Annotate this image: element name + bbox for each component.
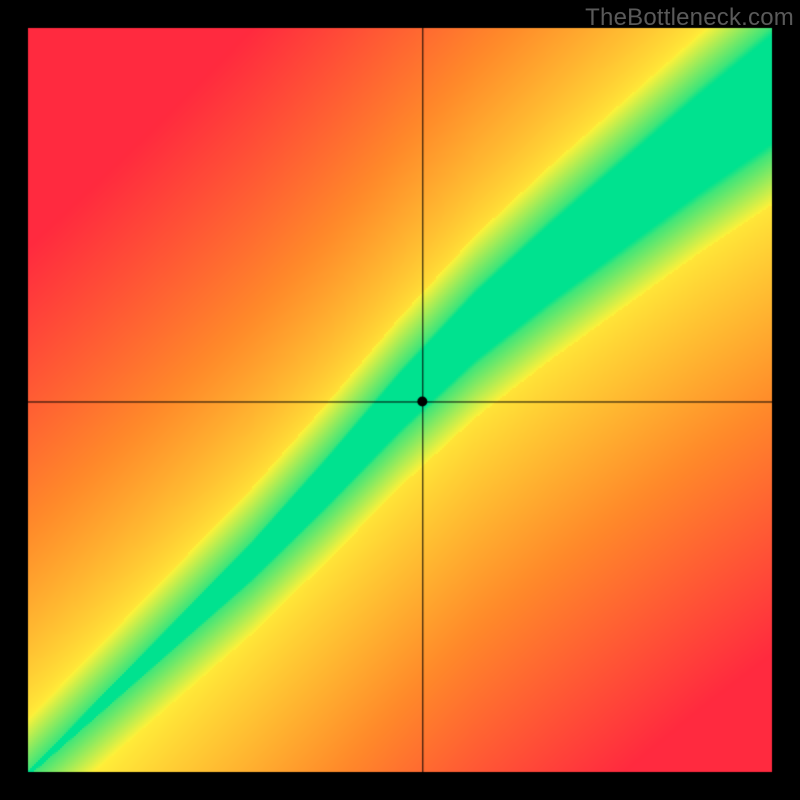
bottleneck-heatmap [0, 0, 800, 800]
chart-container: TheBottleneck.com [0, 0, 800, 800]
watermark-label: TheBottleneck.com [585, 4, 794, 32]
